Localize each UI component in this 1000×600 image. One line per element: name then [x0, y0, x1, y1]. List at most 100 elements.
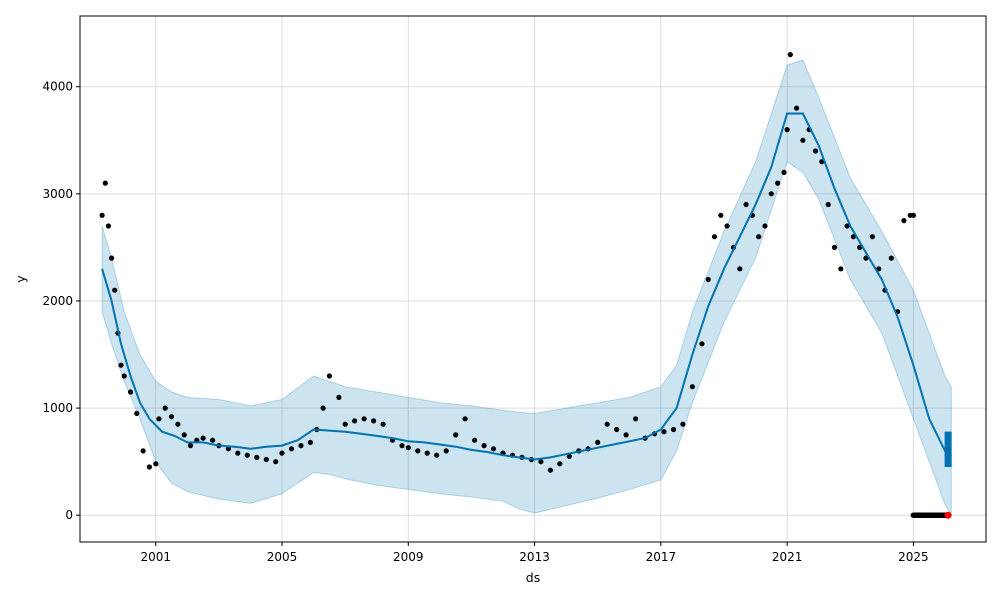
observed-point: [424, 450, 430, 456]
observed-point: [888, 255, 894, 261]
observed-point: [557, 461, 563, 467]
y-tick-label: 3000: [42, 187, 73, 201]
y-tick-label: 2000: [42, 294, 73, 308]
observed-point: [415, 448, 421, 454]
observed-point: [307, 439, 313, 445]
observed-point: [244, 452, 250, 458]
observed-point: [595, 439, 601, 445]
observed-point: [844, 223, 850, 229]
observed-point: [768, 191, 774, 197]
observed-point: [288, 446, 295, 452]
observed-point: [225, 446, 231, 452]
observed-point: [99, 212, 105, 218]
observed-point: [105, 223, 111, 229]
observed-point: [175, 421, 181, 427]
observed-point: [910, 212, 917, 218]
y-tick-label: 4000: [42, 80, 73, 94]
observed-point: [405, 445, 411, 451]
x-axis-label: ds: [526, 570, 540, 585]
observed-point: [869, 234, 876, 240]
y-axis-ticks: 0 1000 2000 3000 4000: [42, 80, 80, 522]
observed-point: [737, 266, 743, 272]
observed-point: [614, 426, 620, 433]
y-axis-label: y: [13, 275, 28, 283]
observed-point: [661, 429, 667, 435]
x-tick-label: 2009: [393, 550, 424, 564]
observed-point: [320, 405, 326, 411]
observed-point: [361, 416, 367, 422]
grid-lines: [80, 16, 986, 542]
observed-point: [472, 437, 478, 443]
future-points: [910, 511, 952, 519]
observed-point: [462, 416, 468, 422]
observed-point: [298, 443, 304, 449]
x-tick-label: 2013: [519, 550, 550, 564]
observed-point: [901, 218, 907, 224]
observed-point: [876, 266, 882, 272]
observed-point: [699, 341, 705, 347]
y-tick-label: 0: [65, 508, 73, 522]
observed-point: [680, 421, 686, 427]
observed-point: [263, 456, 269, 463]
observed-point: [140, 448, 146, 454]
observed-point: [784, 127, 790, 133]
observed-point: [127, 389, 134, 395]
observed-point: [146, 464, 152, 470]
observed-point: [800, 137, 806, 143]
observed-point: [490, 446, 497, 452]
observed-point: [705, 276, 711, 283]
plot-frame: [79, 15, 987, 543]
observed-point: [547, 467, 554, 473]
observed-point: [156, 416, 162, 422]
observed-point: [711, 234, 718, 240]
observed-point: [743, 201, 749, 208]
observed-point: [279, 450, 285, 456]
y-tick-label: 1000: [42, 401, 73, 415]
observed-point: [109, 255, 115, 261]
observed-point: [781, 169, 787, 175]
observed-point: [187, 443, 194, 449]
observed-point: [380, 421, 386, 427]
observed-point: [670, 426, 677, 433]
observed-point: [168, 414, 175, 420]
observed-point: [352, 418, 358, 424]
observed-point: [825, 201, 831, 208]
x-tick-label: 2021: [772, 550, 803, 564]
observed-point: [775, 180, 781, 186]
observed-point: [794, 105, 800, 111]
observed-point: [787, 52, 793, 58]
observed-point: [481, 443, 487, 449]
observed-point: [453, 432, 459, 438]
observed-point: [336, 394, 342, 400]
observed-point: [134, 410, 140, 416]
observed-point: [756, 234, 762, 240]
observed-point: [118, 362, 124, 368]
x-tick-label: 2001: [140, 550, 171, 564]
observed-point: [200, 435, 206, 441]
observed-point: [342, 421, 348, 427]
observed-point: [604, 421, 610, 427]
observed-point: [566, 453, 572, 459]
observed-point: [235, 450, 241, 456]
observed-point: [102, 180, 108, 186]
x-tick-label: 2025: [898, 550, 929, 564]
observed-point: [121, 373, 127, 379]
highlight-point: [944, 511, 952, 519]
observed-point: [153, 461, 159, 467]
observed-point: [762, 223, 768, 229]
observed-point: [689, 384, 696, 390]
forecast-trend-line: [101, 112, 952, 461]
observed-point: [162, 405, 168, 411]
observed-point: [443, 448, 449, 454]
observed-point: [812, 148, 819, 154]
observed-point: [181, 432, 187, 438]
x-axis-ticks: 2001 2005 2009 2013 2017 2021 2025: [140, 542, 929, 564]
observed-point: [724, 223, 730, 229]
observed-point: [434, 452, 440, 458]
observed-point: [399, 443, 405, 449]
observed-point: [538, 459, 544, 465]
forecast-line: [101, 112, 952, 468]
x-tick-label: 2005: [267, 550, 298, 564]
